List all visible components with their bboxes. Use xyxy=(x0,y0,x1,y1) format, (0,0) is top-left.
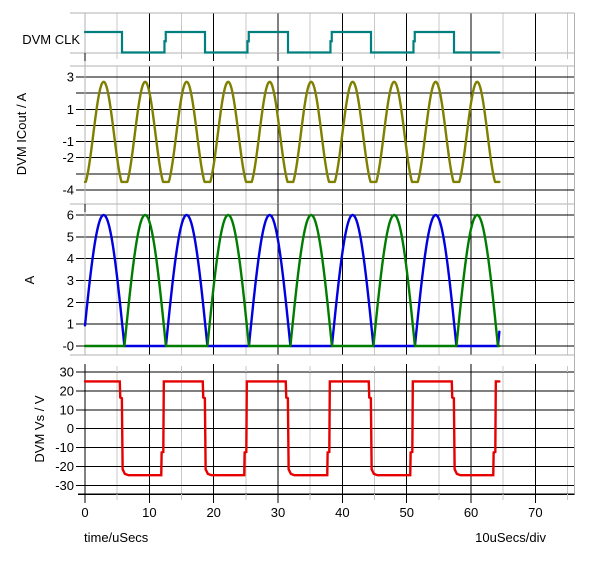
y-tick-label: -10 xyxy=(55,440,74,455)
plot-graphics: 0 10 20 30 40 50 60 70 3 1 -1-2 -4 6 5 4 3 2 1 -0 30 20 10 0 -1… xyxy=(55,12,575,520)
y-tick-label: -1 xyxy=(62,134,74,149)
y-tick-label: 30 xyxy=(60,365,74,380)
y-tick-label: 3 xyxy=(67,273,74,288)
panel-title-a: A xyxy=(22,275,37,284)
y-tick-label: -0 xyxy=(62,338,74,353)
x-axis-scale-label: 10uSecs/div xyxy=(475,530,546,545)
y-tick-label: -30 xyxy=(55,478,74,493)
y-tick-label: -4 xyxy=(62,183,74,198)
x-tick-label: 40 xyxy=(335,505,349,520)
x-tick-label: 70 xyxy=(528,505,542,520)
y-tick-label: 6 xyxy=(67,208,74,223)
x-tick-label: 30 xyxy=(271,505,285,520)
y-tick-label: 20 xyxy=(60,383,74,398)
trace-dvm-clk xyxy=(83,30,501,54)
x-tick-label: 50 xyxy=(399,505,413,520)
x-tick-label: 0 xyxy=(81,505,88,520)
x-tick-label: 20 xyxy=(206,505,220,520)
panel-title-dvm-icout: DVM ICout / A xyxy=(14,92,29,175)
trace-dvm-vs xyxy=(83,380,501,477)
x-tick-label: 10 xyxy=(142,505,156,520)
panel-title-dvm-clk: DVM CLK xyxy=(22,32,80,47)
y-tick-label: 1 xyxy=(67,102,74,117)
y-tick-label: 2 xyxy=(67,295,74,310)
trace-dvm-icout xyxy=(83,80,501,184)
y-tick-label: 1 xyxy=(67,317,74,332)
y-tick-label: 10 xyxy=(60,402,74,417)
trace-a-green xyxy=(83,213,501,348)
y-tick-label: -2 xyxy=(62,150,74,165)
panel-title-dvm-vs: DVM Vs / V xyxy=(32,395,47,463)
x-tick-label: 60 xyxy=(464,505,478,520)
y-tick-label: 3 xyxy=(67,70,74,85)
trace-a-blue xyxy=(83,213,501,348)
x-axis-title: time/uSecs xyxy=(84,530,149,545)
y-tick-label: -20 xyxy=(55,459,74,474)
y-tick-label: 5 xyxy=(67,229,74,244)
y-tick-label: 4 xyxy=(67,251,74,266)
y-tick-label: 0 xyxy=(67,421,74,436)
